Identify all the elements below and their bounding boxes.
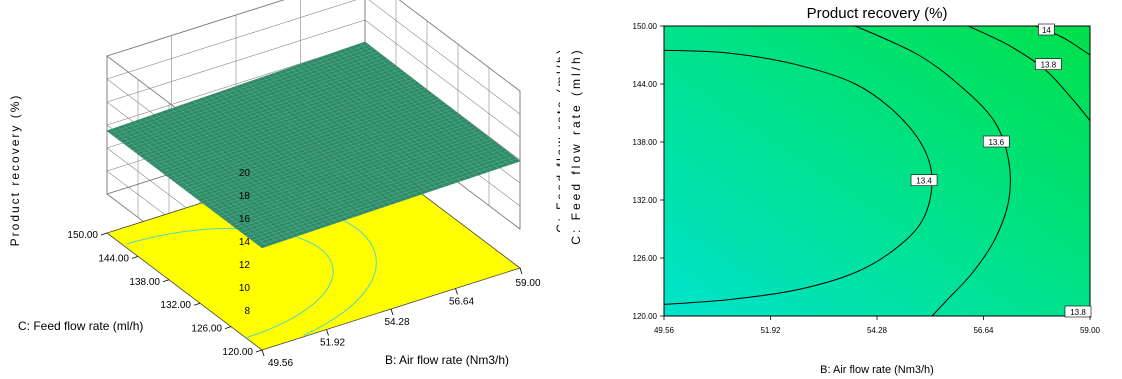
y-tick (193, 302, 201, 306)
y-tick-label: 132.00 (160, 300, 191, 311)
svg-text:13.8: 13.8 (1041, 61, 1057, 70)
contour-y-axis-label: C: Feed flow rate (ml/h) (569, 47, 583, 244)
y-axis-label: C: Feed flow rate (ml/h) (18, 319, 143, 333)
svg-text:14: 14 (1042, 26, 1051, 35)
svg-text:13.4: 13.4 (916, 177, 932, 186)
x-tick-label: 51.92 (760, 326, 781, 335)
contour-line-13-6 (855, 26, 1011, 316)
mesh-line (110, 44, 369, 134)
x-tick-label: 56.64 (973, 326, 994, 335)
x-tick-label: 56.64 (449, 297, 474, 308)
contour-plot-area (663, 25, 1091, 317)
x-tick-label: 54.28 (867, 326, 888, 335)
x-tick-label: 54.28 (384, 317, 409, 328)
svg-text:13.8: 13.8 (1070, 308, 1086, 317)
contour-tick-labels: 49.56 51.92 54.28 56.64 59.00 120.00 126.00 132… (633, 22, 1101, 335)
z-tick-label: 10 (239, 283, 251, 294)
x-tick-label: 59.00 (515, 278, 540, 289)
x-tick-label: 51.92 (320, 338, 345, 349)
tick-labels: 8 10 12 14 16 18 20 120.00 126.00 132.00 138.00 144… (67, 168, 541, 369)
y-tick (224, 326, 232, 329)
y-tick (100, 232, 108, 236)
x-tick-label: 59.00 (1080, 326, 1101, 335)
contour-label: 13.4 (910, 174, 938, 186)
y-tick-label: 138.00 (633, 138, 658, 147)
y-tick-label: 120.00 (633, 312, 658, 321)
y-tick (131, 256, 139, 259)
mesh-line (132, 61, 391, 151)
mesh-line (337, 50, 494, 171)
y-tick-label: 150.00 (633, 22, 658, 31)
x-tick (261, 349, 265, 357)
mesh-line (359, 43, 515, 164)
contour-labels: 13.4 13.6 13.8 14 13.8 (910, 23, 1092, 318)
x-tick (455, 288, 458, 295)
y-tick-label: 144.00 (98, 253, 129, 264)
surface-plot-3d: 8 10 12 14 16 18 20 120.00 126.00 132.00 138.00 144… (8, 0, 560, 369)
y-tick (255, 349, 263, 353)
z-axis-label: Product recovery (%) (8, 94, 22, 247)
mesh-line (129, 59, 388, 149)
x-tick-label: 49.56 (268, 358, 293, 369)
svg-text:13.6: 13.6 (988, 138, 1004, 147)
mesh-line (343, 49, 499, 169)
mesh-line (119, 51, 378, 141)
y-tick-label: 126.00 (191, 324, 222, 335)
mesh-line (364, 41, 521, 162)
left-z-axis-label-right: C: Feed flow rate (ml/h) (554, 47, 560, 232)
mesh-line (327, 54, 483, 174)
y-tick-label: 132.00 (633, 196, 658, 205)
contour-label: 13.8 (1064, 305, 1092, 318)
mesh-line (354, 45, 510, 165)
x-tick (326, 329, 329, 336)
z-tick-label: 8 (244, 306, 250, 317)
mesh-line (332, 52, 488, 173)
response-surface (106, 41, 521, 249)
mesh-line (106, 41, 366, 131)
contour-label: 13.6 (982, 135, 1010, 148)
contour-label: 13.8 (1035, 58, 1062, 70)
mesh-line (116, 49, 375, 139)
z-tick-label: 12 (239, 260, 251, 271)
x-tick (390, 308, 394, 316)
y-tick-label: 120.00 (222, 347, 253, 358)
y-tick-label: 126.00 (633, 254, 658, 263)
contour-label: 14 (1038, 23, 1055, 36)
z-tick-label: 20 (239, 168, 251, 179)
contour-x-axis-label: B: Air flow rate (Nm3/h) (820, 364, 934, 376)
contour-title: Product recovery (%) (807, 5, 948, 22)
x-axis-label: B: Air flow rate (Nm3/h) (385, 353, 509, 367)
x-tick-label: 49.56 (654, 326, 675, 335)
z-tick-label: 14 (239, 237, 251, 248)
mesh-line (348, 47, 505, 167)
y-tick-label: 138.00 (129, 277, 160, 288)
mesh-line (123, 54, 382, 144)
x-tick (519, 267, 523, 275)
y-tick-label: 150.00 (67, 230, 98, 241)
z-tick-label: 16 (239, 214, 251, 225)
mesh-line (126, 56, 385, 146)
floor-contour (125, 227, 334, 339)
z-tick-label: 18 (239, 191, 251, 202)
y-tick (162, 279, 170, 283)
contour-plot: Product recovery (%) 13.413.613.81413.8 … (569, 5, 1101, 376)
y-tick-label: 144.00 (633, 80, 658, 89)
mesh-line (113, 46, 372, 136)
